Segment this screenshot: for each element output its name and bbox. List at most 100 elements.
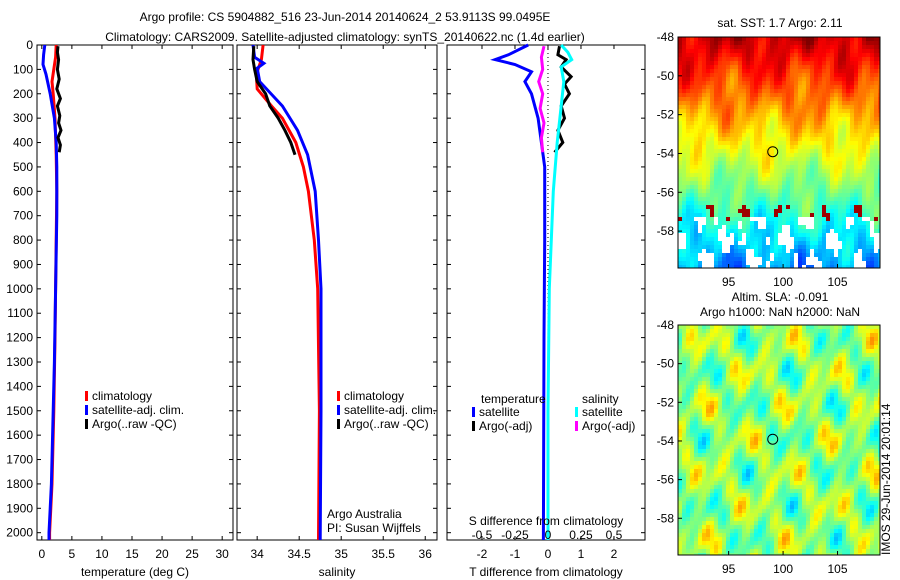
map-cell [762, 205, 766, 209]
map-cell [698, 413, 702, 417]
map-cell [822, 125, 826, 129]
map-cell [694, 149, 698, 153]
map-cell [738, 401, 742, 405]
map-cell [806, 105, 810, 109]
map-cell [838, 441, 842, 445]
map-cell [754, 409, 758, 413]
map-cell [806, 361, 810, 365]
map-cell [878, 229, 880, 233]
map-cell [678, 41, 682, 45]
map-cell [754, 221, 758, 225]
map-cell [718, 421, 722, 425]
map-cell [754, 45, 758, 49]
map-cell [722, 65, 726, 69]
map-cell [722, 101, 726, 105]
map-cell [826, 341, 830, 345]
map-cell [726, 413, 730, 417]
map-cell [806, 185, 810, 189]
map-cell [746, 73, 750, 77]
map-cell [702, 161, 706, 165]
map-cell [694, 181, 698, 185]
map-cell [862, 201, 866, 205]
map-cell [742, 465, 746, 469]
map-cell [794, 117, 798, 121]
map-cell [786, 469, 790, 473]
map-cell [746, 389, 750, 393]
map-cell [702, 441, 706, 445]
map-cell [790, 113, 794, 117]
map-cell [770, 173, 774, 177]
map-cell [738, 149, 742, 153]
map-cell [798, 105, 802, 109]
map-cell [878, 477, 880, 481]
map-cell [842, 113, 846, 117]
map-cell [754, 225, 758, 229]
map-cell [718, 433, 722, 437]
map-cell [710, 457, 714, 461]
map-cell [678, 213, 682, 217]
map-cell [854, 177, 858, 181]
map-cell [786, 197, 790, 201]
map-cell [826, 141, 830, 145]
map-cell [854, 461, 858, 465]
map-cell [686, 413, 690, 417]
map-cell [758, 417, 762, 421]
map-cell [786, 425, 790, 429]
map-cell [818, 473, 822, 477]
map-cell [810, 161, 814, 165]
map-cell [746, 181, 750, 185]
map-cell [786, 477, 790, 481]
map-cell [686, 93, 690, 97]
map-cell [682, 353, 686, 357]
map-cell [746, 229, 750, 233]
map-cell [726, 221, 730, 225]
map-cell [870, 329, 874, 333]
map-cell [834, 65, 838, 69]
map-cell [718, 425, 722, 429]
map-cell [766, 337, 770, 341]
map-cell [870, 253, 874, 257]
map-cell [726, 193, 730, 197]
map-cell [754, 37, 758, 41]
map-cell [770, 365, 774, 369]
map-cell [738, 125, 742, 129]
map-cell [794, 197, 798, 201]
map-cell [802, 81, 806, 85]
map-cell [798, 201, 802, 205]
map-cell [802, 229, 806, 233]
map-cell [794, 105, 798, 109]
map-cell [770, 229, 774, 233]
map-cell [738, 145, 742, 149]
map-cell [798, 197, 802, 201]
map-cell [818, 141, 822, 145]
map-cell [710, 225, 714, 229]
map-cell [730, 389, 734, 393]
map-cell [742, 117, 746, 121]
map-cell [782, 153, 786, 157]
map-cell [866, 41, 870, 45]
map-cell [818, 433, 822, 437]
map-cell [846, 253, 850, 257]
map-cell [722, 357, 726, 361]
map-cell [714, 433, 718, 437]
map-cell [794, 61, 798, 65]
map-cell [758, 385, 762, 389]
map-cell [706, 409, 710, 413]
map-cell [714, 57, 718, 61]
map-cell [710, 77, 714, 81]
map-cell [838, 125, 842, 129]
map-cell [710, 437, 714, 441]
map-cell [694, 437, 698, 441]
map-cell [778, 413, 782, 417]
map-cell [826, 213, 830, 217]
map-cell [866, 461, 870, 465]
map-cell [698, 241, 702, 245]
map-cell [786, 65, 790, 69]
map-cell [770, 249, 774, 253]
map-cell [718, 249, 722, 253]
map-cell [774, 481, 778, 485]
map-cell [742, 397, 746, 401]
map-cell [730, 77, 734, 81]
map-cell [802, 85, 806, 89]
map-cell [706, 429, 710, 433]
